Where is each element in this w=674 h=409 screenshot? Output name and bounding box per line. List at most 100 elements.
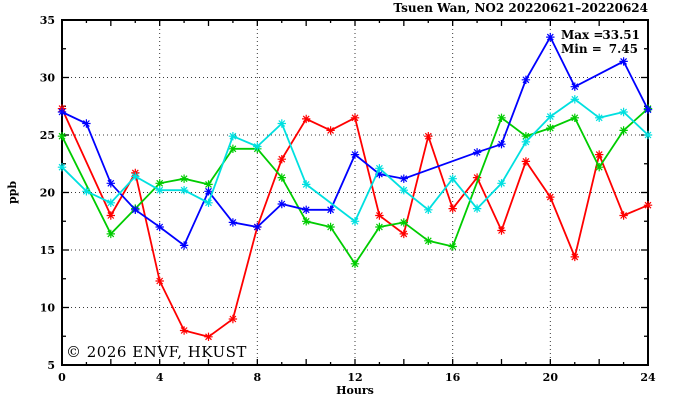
data-point-marker-cyan	[277, 119, 286, 128]
data-point-marker-cyan	[155, 185, 164, 195]
data-point-marker-green	[277, 173, 286, 182]
data-point-marker-cyan	[82, 187, 91, 196]
series-red	[57, 104, 653, 341]
data-point-marker-blue	[472, 148, 482, 157]
watermark: © 2026 ENVF, HKUST	[66, 343, 247, 361]
data-point-marker-cyan	[204, 198, 213, 208]
data-point-marker-green	[570, 113, 579, 123]
data-point-marker-blue	[619, 57, 628, 66]
data-point-marker-cyan	[375, 164, 384, 173]
data-point-marker-red	[472, 173, 482, 182]
data-point-marker-blue	[643, 105, 653, 114]
data-point-marker-cyan	[472, 204, 482, 213]
y-tick-label: 35	[40, 14, 55, 27]
data-point-marker-green	[521, 131, 531, 141]
data-point-marker-blue	[155, 222, 164, 232]
data-point-marker-red	[424, 131, 433, 141]
data-point-marker-red	[619, 211, 628, 220]
data-point-marker-red	[302, 114, 311, 124]
data-point-marker-green	[326, 222, 335, 232]
data-point-marker-green	[106, 229, 116, 239]
y-axis-label: ppb	[6, 181, 19, 204]
data-point-marker-blue	[570, 82, 579, 91]
data-point-marker-blue	[179, 241, 189, 250]
data-point-marker-green	[399, 218, 408, 227]
series-line-red	[61, 108, 649, 338]
data-point-marker-red	[570, 252, 579, 262]
data-point-marker-red	[448, 204, 457, 213]
data-point-marker-green	[497, 113, 506, 123]
series-line-cyan	[61, 98, 649, 223]
data-point-marker-red	[106, 211, 116, 220]
data-point-marker-green	[204, 180, 213, 189]
data-point-marker-cyan	[253, 142, 262, 151]
data-point-marker-green	[302, 217, 311, 226]
data-point-marker-green	[619, 126, 628, 135]
series-blue	[57, 32, 653, 250]
data-point-marker-cyan	[228, 131, 238, 141]
data-point-marker-blue	[399, 174, 408, 183]
data-point-marker-red	[643, 200, 653, 210]
data-point-marker-red	[277, 154, 286, 164]
chart-title: Tsuen Wan, NO2 20220621–20220624	[393, 1, 648, 15]
data-point-marker-green	[424, 236, 433, 246]
data-point-marker-red	[204, 332, 213, 341]
x-tick-label: 16	[445, 371, 461, 384]
data-point-marker-green	[228, 144, 238, 154]
x-tick-label: 12	[347, 371, 362, 384]
y-tick-label: 5	[47, 359, 55, 372]
data-point-marker-cyan	[302, 180, 311, 189]
data-point-marker-blue	[521, 75, 531, 85]
data-point-marker-cyan	[399, 185, 408, 195]
data-point-marker-blue	[350, 150, 360, 159]
data-point-marker-red	[521, 157, 531, 166]
data-point-marker-blue	[204, 187, 213, 196]
data-point-marker-red	[399, 229, 408, 239]
data-point-marker-cyan	[521, 137, 531, 147]
data-point-marker-red	[375, 211, 384, 220]
data-point-marker-blue	[82, 119, 91, 128]
series-cyan	[57, 95, 653, 226]
data-point-marker-blue	[277, 199, 286, 209]
data-point-marker-blue	[106, 179, 116, 188]
data-point-marker-cyan	[595, 113, 604, 123]
data-point-marker-cyan	[619, 107, 628, 117]
x-tick-label: 8	[254, 371, 262, 384]
data-point-marker-cyan	[424, 205, 433, 215]
data-point-marker-blue	[253, 222, 262, 232]
data-point-marker-cyan	[497, 179, 506, 188]
x-tick-label: 24	[640, 371, 656, 384]
data-point-marker-green	[155, 179, 164, 188]
grid-lines	[63, 21, 647, 364]
data-point-marker-blue	[326, 205, 335, 215]
data-point-marker-green	[546, 123, 555, 133]
y-tick-label: 30	[40, 72, 56, 85]
data-point-marker-green	[595, 162, 604, 172]
x-tick-label: 20	[543, 371, 559, 384]
data-point-marker-cyan	[570, 95, 579, 104]
data-point-marker-blue	[546, 32, 555, 42]
data-point-marker-cyan	[350, 217, 360, 226]
data-point-marker-cyan	[106, 198, 116, 208]
data-point-marker-red	[595, 150, 604, 159]
data-point-marker-blue	[497, 139, 506, 149]
data-point-marker-red	[155, 276, 164, 286]
data-point-marker-cyan	[546, 112, 555, 121]
data-point-marker-blue	[375, 169, 384, 179]
data-point-marker-cyan	[179, 185, 189, 195]
data-point-marker-cyan	[57, 162, 67, 172]
x-tick-label: 4	[156, 371, 164, 384]
data-point-marker-blue	[131, 205, 140, 215]
series-green	[57, 104, 653, 268]
data-point-marker-cyan	[448, 174, 457, 183]
y-tick-label: 25	[40, 129, 55, 142]
max-annotation-label: Max =	[561, 28, 603, 42]
data-point-marker-cyan	[131, 172, 140, 181]
data-point-marker-red	[179, 326, 189, 335]
axis-ticks	[62, 20, 648, 365]
data-point-marker-red	[497, 226, 506, 235]
x-tick-label: 0	[58, 371, 66, 384]
data-point-marker-blue	[302, 205, 311, 215]
